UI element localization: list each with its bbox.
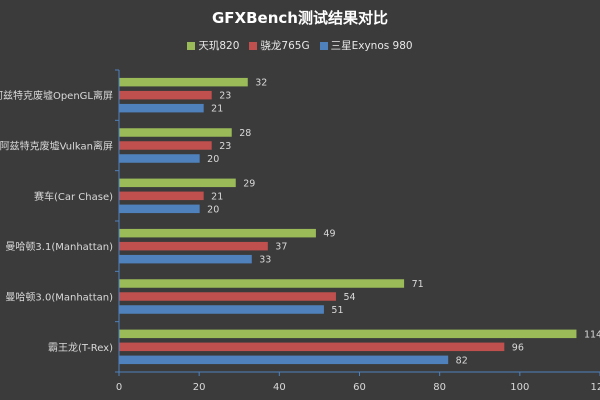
data-label: 51 bbox=[331, 305, 343, 316]
bar bbox=[119, 128, 232, 137]
x-tick-label: 100 bbox=[510, 382, 529, 393]
legend-item: 三星Exynos 980 bbox=[319, 38, 413, 53]
data-label: 20 bbox=[207, 204, 219, 215]
data-label: 71 bbox=[412, 279, 424, 290]
category-label: 阿兹特克废墟OpenGL离屏 bbox=[0, 89, 113, 102]
legend-item: 天玑820 bbox=[187, 38, 239, 53]
category-label: 阿兹特克废墟Vulkan离屏 bbox=[0, 140, 113, 153]
legend-swatch bbox=[187, 41, 196, 50]
x-tick-label: 80 bbox=[433, 382, 446, 393]
legend-label: 骁龙765G bbox=[260, 40, 310, 52]
data-label: 21 bbox=[211, 104, 223, 115]
data-label: 37 bbox=[275, 242, 287, 253]
data-label: 54 bbox=[343, 292, 355, 303]
bar bbox=[119, 191, 204, 201]
data-label: 33 bbox=[259, 255, 271, 266]
bar bbox=[119, 305, 324, 314]
bar bbox=[119, 154, 200, 163]
bar bbox=[119, 178, 236, 188]
bar bbox=[119, 141, 212, 150]
category-label: 霸王龙(T-Rex) bbox=[48, 341, 113, 354]
data-label: 114 bbox=[584, 329, 600, 340]
bar bbox=[119, 329, 577, 339]
x-tick-label: 20 bbox=[193, 382, 206, 393]
x-tick-label: 120 bbox=[590, 382, 600, 393]
x-tick-label: 0 bbox=[116, 382, 122, 393]
legend-label: 三星Exynos 980 bbox=[330, 40, 413, 52]
x-tick-label: 60 bbox=[353, 382, 366, 393]
chart-title: GFXBench测试结果对比 bbox=[212, 9, 388, 27]
bar bbox=[119, 228, 316, 238]
legend-swatch bbox=[249, 41, 258, 50]
bar bbox=[119, 254, 252, 264]
category-label: 赛车(Car Chase) bbox=[34, 190, 113, 203]
data-label: 21 bbox=[211, 191, 223, 202]
bar bbox=[119, 279, 405, 288]
data-label: 28 bbox=[239, 128, 251, 139]
data-label: 23 bbox=[219, 91, 231, 102]
data-label: 29 bbox=[243, 178, 255, 189]
data-label: 96 bbox=[512, 342, 524, 353]
bar bbox=[119, 342, 505, 352]
data-label: 20 bbox=[207, 154, 219, 165]
category-label: 曼哈顿3.1(Manhattan) bbox=[5, 240, 113, 253]
legend: 天玑820 骁龙765G 三星Exynos 980 bbox=[0, 38, 600, 53]
legend-item: 骁龙765G bbox=[249, 38, 310, 53]
bar bbox=[119, 292, 336, 301]
data-label: 49 bbox=[323, 229, 335, 240]
data-label: 32 bbox=[255, 78, 267, 89]
data-label: 82 bbox=[456, 355, 468, 366]
legend-label: 天玑820 bbox=[198, 40, 240, 52]
bar bbox=[119, 103, 204, 113]
legend-swatch bbox=[319, 41, 328, 50]
bar bbox=[119, 77, 248, 87]
x-tick-label: 40 bbox=[273, 382, 286, 393]
bar bbox=[119, 204, 200, 214]
category-label: 曼哈顿3.0(Manhattan) bbox=[5, 291, 113, 304]
bar bbox=[119, 355, 449, 365]
bar bbox=[119, 90, 212, 100]
data-label: 23 bbox=[219, 141, 231, 152]
bar bbox=[119, 241, 268, 251]
